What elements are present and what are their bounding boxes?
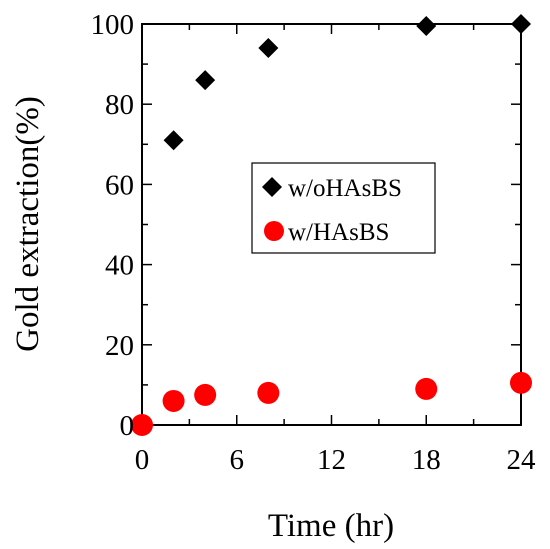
- data-point-diamond: [163, 130, 184, 151]
- legend-label-series-2: w/HAsBS: [288, 219, 389, 246]
- data-point-circle: [415, 377, 438, 400]
- y-axis-title: Gold extraction(%): [10, 96, 46, 352]
- y-tick-label: 0: [120, 410, 135, 442]
- x-tick-label: 6: [230, 444, 245, 476]
- data-point-circle: [257, 381, 280, 404]
- x-tick-label: 0: [135, 444, 150, 476]
- data-point-circle: [194, 383, 217, 406]
- y-tick-label: 100: [91, 9, 135, 41]
- legend: w/oHAsBS w/HAsBS: [251, 162, 436, 254]
- x-tick-label: 18: [412, 444, 441, 476]
- x-tick-label: 24: [507, 444, 537, 476]
- data-point-diamond: [416, 16, 437, 37]
- y-tick-label: 20: [105, 330, 134, 362]
- x-tick-label: 12: [317, 444, 346, 476]
- data-point-diamond: [195, 70, 216, 91]
- tick-labels: 0 20 40 60 80 100 0 6 12 18 24: [91, 9, 537, 476]
- y-tick-label: 60: [105, 169, 134, 201]
- legend-circle-marker: [264, 221, 284, 241]
- legend-diamond-marker: [262, 177, 282, 197]
- legend-box: [251, 162, 436, 254]
- data-point-diamond: [258, 38, 279, 59]
- data-marks: [131, 14, 532, 436]
- data-point-circle: [131, 414, 153, 436]
- y-tick-label: 80: [105, 89, 134, 121]
- plot-area: [131, 14, 532, 436]
- data-point-diamond: [511, 14, 531, 34]
- y-tick-label: 40: [105, 250, 134, 282]
- data-point-circle: [162, 389, 185, 412]
- data-point-circle: [510, 371, 532, 394]
- x-axis-title: Time (hr): [268, 508, 394, 544]
- legend-label-series-1: w/oHAsBS: [288, 175, 402, 202]
